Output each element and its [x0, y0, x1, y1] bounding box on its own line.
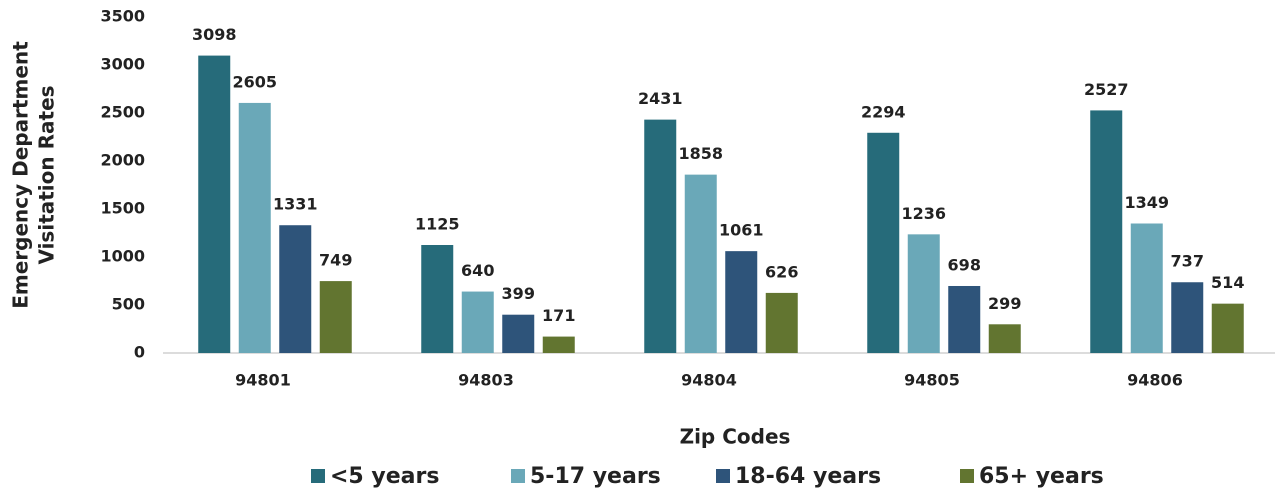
value-label: 749: [319, 251, 352, 270]
bar: [461, 291, 494, 353]
value-label: 2527: [1084, 80, 1129, 99]
y-tick-label: 500: [112, 295, 145, 314]
bar: [502, 314, 535, 353]
bar: [1171, 282, 1204, 353]
bar: [319, 281, 352, 353]
legend-label: 65+ years: [979, 464, 1104, 489]
bar: [948, 285, 981, 353]
value-label: 1349: [1124, 193, 1169, 212]
bar: [725, 251, 758, 353]
legend-label: 5-17 years: [530, 464, 661, 489]
bar: [198, 55, 231, 353]
bar: [907, 234, 940, 353]
value-label: 1236: [901, 204, 946, 223]
x-axis-title: Zip Codes: [680, 425, 791, 449]
bar: [1211, 303, 1244, 353]
value-label: 171: [542, 306, 575, 325]
value-label: 3098: [192, 25, 237, 44]
value-label: 698: [948, 255, 981, 274]
x-tick-label: 94803: [458, 371, 514, 390]
legend-swatch: [960, 469, 974, 483]
bar: [279, 225, 312, 353]
bar: [421, 245, 454, 353]
value-label: 2605: [232, 72, 277, 91]
y-tick-label: 0: [134, 343, 145, 362]
bar: [867, 132, 900, 353]
value-label: 737: [1171, 252, 1204, 271]
value-label: 640: [461, 261, 494, 280]
legend-label: <5 years: [330, 464, 439, 489]
bar: [644, 119, 677, 354]
bar: [684, 174, 717, 353]
y-tick-label: 2500: [100, 103, 145, 122]
bar: [542, 336, 575, 353]
value-label: 1331: [273, 195, 318, 214]
y-tick-label: 3000: [100, 55, 145, 74]
y-axis-title: Visitation Rates: [35, 85, 59, 264]
bar: [988, 324, 1021, 353]
y-tick-label: 1500: [100, 199, 145, 218]
legend-swatch: [716, 469, 730, 483]
x-tick-label: 94805: [904, 371, 960, 390]
legend-label: 18-64 years: [735, 464, 881, 489]
bar: [1090, 110, 1123, 354]
value-label: 1125: [415, 215, 460, 234]
bar: [238, 102, 271, 353]
x-tick-label: 94806: [1127, 371, 1183, 390]
value-label: 2294: [861, 102, 906, 121]
value-label: 299: [988, 294, 1021, 313]
bar: [1130, 223, 1163, 353]
y-tick-label: 2000: [100, 151, 145, 170]
value-label: 1858: [678, 144, 723, 163]
legend-swatch: [511, 469, 525, 483]
y-tick-label: 1000: [100, 247, 145, 266]
legend-swatch: [311, 469, 325, 483]
y-tick-label: 3500: [100, 7, 145, 26]
y-axis-title: Emergency Department: [9, 41, 33, 309]
bar: [765, 292, 798, 353]
value-label: 514: [1211, 273, 1244, 292]
value-label: 626: [765, 262, 798, 281]
value-label: 399: [502, 284, 535, 303]
x-tick-label: 94804: [681, 371, 737, 390]
value-label: 2431: [638, 89, 683, 108]
value-label: 1061: [719, 221, 764, 240]
x-tick-label: 94801: [235, 371, 291, 390]
